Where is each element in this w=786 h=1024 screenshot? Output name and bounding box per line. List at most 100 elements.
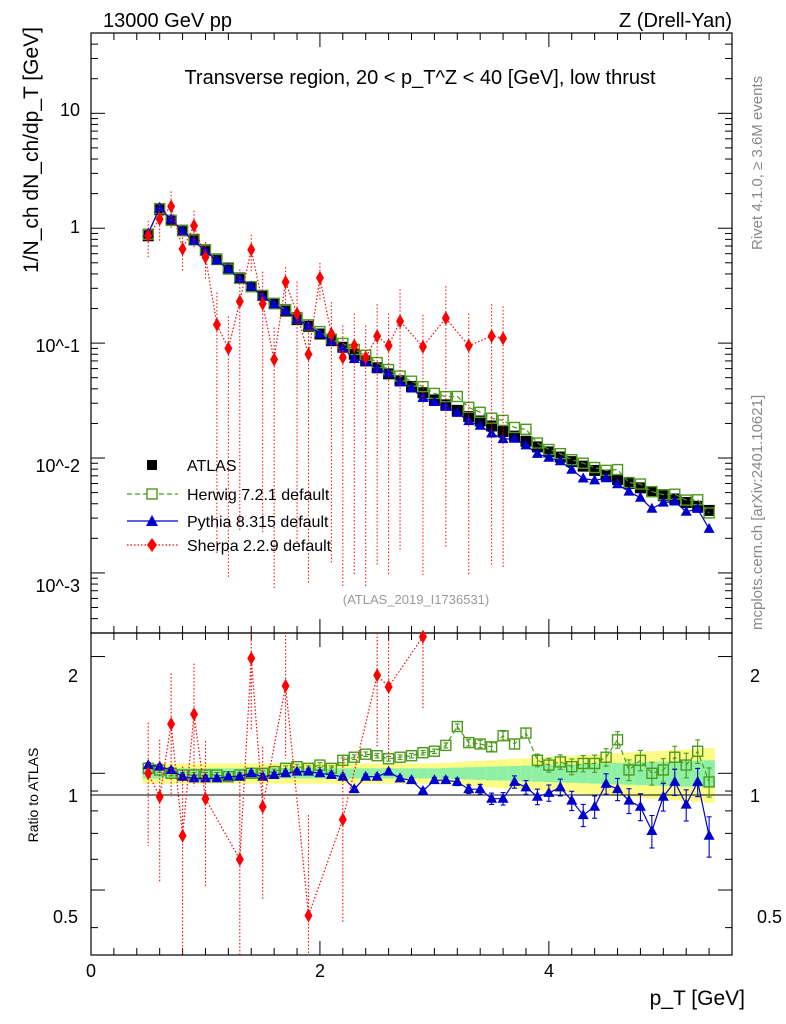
ratio-point-sherpa [258,799,267,814]
ratio-point-pythia [268,768,280,779]
ratio-series [142,629,715,955]
ratio-point-pythia [406,774,417,785]
main-point-sherpa [304,347,313,362]
ratio-point-pythia [177,770,189,781]
ratio-point-pythia [245,767,257,778]
ratio-point-pythia [142,759,154,770]
ratio-point-pythia [440,774,452,785]
ratio-point-herwig [474,738,486,750]
main-point-atlas [486,420,498,432]
ratio-band-inner [634,762,647,786]
ratio-point-pythia [577,809,589,820]
main-point-pythia [177,225,189,236]
legend-label-herwig: Herwig 7.2.1 default [187,487,330,504]
ratio-tick-label: 1 [68,786,78,806]
ratio-band-inner [405,768,418,779]
ratio-point-pythia [417,785,429,796]
ratio-point-herwig [554,756,567,768]
ratio-band-inner [611,762,624,785]
main-point-pythia [211,254,223,265]
ratio-point-herwig [371,750,383,762]
ratio-point-herwig [440,739,452,752]
main-point-herwig [611,463,624,476]
legend-label-pythia: Pythia 8.315 default [187,514,329,531]
ratio-point-pythia [520,781,532,792]
main-point-herwig [680,494,692,506]
main-point-pythia [692,502,704,513]
main-point-pythia [257,290,269,301]
ratio-tick-label-right: 1 [750,786,760,806]
main-point-pythia [566,463,578,474]
ratio-band-inner [463,767,475,780]
ratio-point-pythia [394,772,406,783]
ratio-point-herwig [623,764,635,776]
main-point-sherpa [167,199,176,214]
main-point-pythia [245,280,257,291]
ratio-point-herwig [680,759,692,771]
process-label: Z (Drell-Yan) [619,10,732,32]
main-point-sherpa [350,338,359,353]
ratio-band-inner [531,765,544,782]
main-point-pythia [577,472,589,483]
ratio-point-herwig [691,745,704,757]
ratio-tick-label-right: 2 [750,666,760,686]
main-point-herwig [588,461,601,474]
main-point-herwig [451,390,463,403]
ratio-band-inner [543,764,555,783]
ratio-point-pythia [703,829,715,840]
main-point-atlas [680,497,692,509]
main-point-sherpa [373,329,382,344]
ratio-point-pythia [634,800,646,811]
ratio-point-pythia [348,783,360,794]
main-point-atlas [497,426,509,438]
legend-item-sherpa: Sherpa 2.2.9 default [127,538,332,555]
ratio-tick-label: 2 [68,666,78,686]
energy-label: 13000 GeV pp [103,10,232,32]
main-point-sherpa [487,329,496,344]
main-point-sherpa [396,314,405,329]
ratio-band-inner [554,764,567,783]
y-tick-label: 10 [60,100,80,120]
main-point-sherpa [258,296,267,311]
ratio-point-sherpa [144,766,153,781]
ratio-point-pythia [234,770,246,781]
main-point-sherpa [441,311,450,326]
main-point-sherpa [247,242,256,257]
main-point-sherpa [281,275,290,290]
ratio-point-pythia [337,770,349,781]
main-point-sherpa [418,339,427,354]
ratio-point-herwig [600,751,612,763]
ratio-point-sherpa [190,707,199,722]
main-point-sherpa [327,327,336,342]
ratio-point-pythia [474,783,486,794]
ratio-point-pythia [543,786,555,797]
ratio-point-pythia [360,770,372,781]
main-point-sherpa [224,341,233,356]
ratio-point-herwig [520,727,532,739]
ratio-tick-label-right: 0.5 [757,907,782,927]
main-point-herwig [634,478,647,490]
ratio-point-pythia [657,790,669,801]
ratio-band-inner [428,768,441,779]
x-tick-label: 0 [86,961,96,981]
ratio-point-pythia [646,824,658,835]
main-point-sherpa [178,241,187,256]
ratio-band-inner [440,767,452,779]
ratio-tick-label: 0.5 [53,907,78,927]
ratio-point-sherpa [338,812,347,827]
main-point-pythia [657,496,669,507]
main-point-pythia [302,319,314,330]
main-point-pythia [463,415,475,426]
ratio-point-pythia [314,767,326,778]
main-point-herwig [577,457,589,469]
ratio-point-herwig [657,764,670,776]
main-point-pythia [520,439,532,450]
main-point-sherpa [338,350,347,365]
analysis-id: (ATLAS_2019_I1736531) [343,592,489,607]
ratio-point-sherpa [373,668,382,683]
main-point-pythia [646,502,658,513]
mcplots-note: mcplots.cern.ch [arXiv:2401.10621] [749,395,766,630]
ratio-point-herwig [348,751,360,763]
ratio-point-pythia [600,777,612,788]
ratio-point-pythia [302,765,314,776]
